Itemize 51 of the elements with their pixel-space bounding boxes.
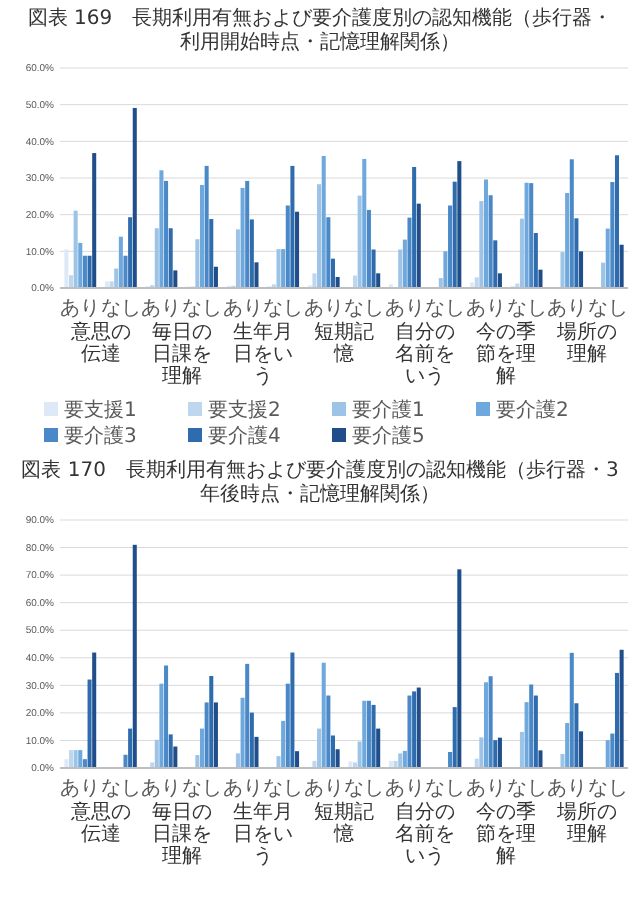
text: 自分の名前をいう — [395, 800, 456, 868]
x-tick-label: あり — [141, 778, 182, 800]
x-tick-label: なし — [182, 778, 222, 800]
x-tick-label: あり — [466, 298, 506, 320]
legend-label: 要支援2 — [208, 398, 281, 422]
text: 毎日の日課を理解 — [151, 800, 212, 868]
x-tick-label: なし — [425, 778, 466, 800]
legend-label: 要介護5 — [352, 424, 425, 448]
x-tick-label: あり — [547, 298, 588, 320]
x-tick-label: あり — [60, 778, 101, 800]
text: 場所の理解 — [555, 320, 618, 366]
x-tick-label: あり — [60, 298, 101, 320]
chart-title: 図表 170 長期利用有無および要介護度別の認知機能（歩行器・3年後時点・記憶理解関係） — [21, 458, 619, 506]
x-tick-label: なし — [506, 778, 547, 800]
text: 意思の伝達 — [68, 320, 131, 366]
x-tick-label: なし — [100, 778, 141, 800]
x-tick-label: あり — [303, 298, 344, 320]
x-tick-label: なし — [344, 298, 385, 320]
x-tick-label: あり — [384, 778, 425, 800]
legend-label: 要介護1 — [352, 398, 425, 422]
x-tick-label: あり — [141, 298, 182, 320]
x-tick-label: なし — [182, 298, 222, 320]
text: 今の季節を理解 — [476, 800, 537, 868]
x-tick-label: なし — [263, 298, 304, 320]
x-tick-label: あり — [384, 298, 425, 320]
text: 意思の伝達 — [68, 800, 131, 846]
x-tick-label: なし — [263, 778, 304, 800]
legend-label: 要介護4 — [208, 424, 281, 448]
text: 短期記憶 — [314, 320, 374, 366]
x-tick-label: あり — [466, 778, 506, 800]
text: 短期記憶 — [314, 800, 374, 846]
x-tick-label: なし — [344, 778, 385, 800]
x-tick-label: なし — [100, 298, 141, 320]
text: 生年月日をいう — [232, 320, 293, 388]
text: 場所の理解 — [555, 800, 618, 846]
legend-label: 要支援1 — [64, 398, 137, 422]
x-tick-label: あり — [303, 778, 344, 800]
x-tick-label: なし — [587, 298, 628, 320]
chart-title: 図表 169 長期利用有無および要介護度別の認知機能（歩行器・利用開始時点・記憶理解関係） — [27, 6, 613, 54]
text: 今の季節を理解 — [476, 320, 537, 388]
x-tick-label: あり — [222, 298, 263, 320]
x-tick-label: なし — [506, 298, 547, 320]
legend-label: 要介護2 — [496, 398, 569, 422]
x-tick-label: なし — [425, 298, 466, 320]
text: 生年月日をいう — [232, 800, 293, 868]
x-tick-label: なし — [587, 778, 628, 800]
text: 毎日の日課を理解 — [151, 320, 212, 388]
legend-label: 要介護3 — [64, 424, 137, 448]
x-tick-label: あり — [547, 778, 588, 800]
text: 自分の名前をいう — [395, 320, 456, 388]
x-tick-label: あり — [222, 778, 263, 800]
